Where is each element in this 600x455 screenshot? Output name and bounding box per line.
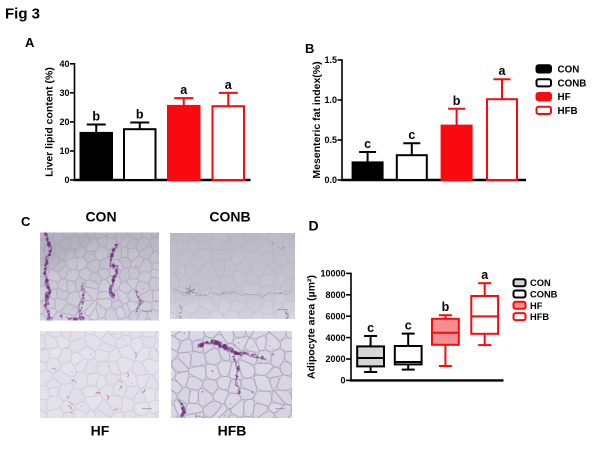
svg-text:CON: CON: [85, 209, 116, 225]
svg-text:10000: 10000: [320, 269, 345, 279]
svg-text:Mesenteric fat index(%): Mesenteric fat index(%): [311, 61, 323, 178]
svg-text:40: 40: [59, 59, 69, 69]
svg-text:8000: 8000: [325, 290, 345, 300]
svg-text:c: c: [408, 128, 415, 142]
svg-text:HFB: HFB: [530, 312, 549, 322]
svg-text:10: 10: [59, 146, 69, 156]
svg-text:b: b: [453, 94, 461, 108]
svg-text:Adipocyte area (µm²): Adipocyte area (µm²): [306, 275, 318, 379]
svg-text:0.5: 0.5: [324, 135, 337, 145]
svg-text:c: c: [405, 319, 412, 333]
svg-text:0: 0: [340, 376, 345, 386]
svg-text:CONB: CONB: [530, 290, 558, 300]
svg-text:D: D: [309, 218, 319, 234]
svg-text:HFB: HFB: [218, 423, 247, 439]
svg-text:HF: HF: [558, 92, 571, 103]
svg-text:4000: 4000: [325, 333, 345, 343]
svg-text:b: b: [442, 300, 450, 314]
svg-text:CON: CON: [530, 278, 551, 288]
svg-text:b: b: [136, 108, 144, 122]
svg-text:C: C: [21, 214, 31, 229]
svg-text:2000: 2000: [325, 354, 345, 364]
svg-text:6000: 6000: [325, 311, 345, 321]
svg-text:B: B: [305, 41, 314, 56]
svg-text:HFB: HFB: [558, 106, 578, 117]
svg-text:0: 0: [64, 175, 69, 185]
svg-text:0.0: 0.0: [324, 175, 337, 185]
svg-text:c: c: [364, 137, 371, 151]
svg-text:20: 20: [59, 117, 69, 127]
svg-text:30: 30: [59, 88, 69, 98]
svg-text:HF: HF: [530, 301, 543, 311]
svg-text:a: a: [225, 78, 233, 92]
svg-text:CONB: CONB: [558, 78, 587, 89]
svg-text:A: A: [25, 35, 35, 50]
svg-text:1.5: 1.5: [324, 55, 337, 65]
svg-text:Liver lipid content (%): Liver lipid content (%): [44, 67, 56, 177]
svg-text:CON: CON: [558, 65, 580, 76]
svg-text:CONB: CONB: [209, 209, 250, 225]
svg-text:a: a: [180, 83, 188, 97]
svg-text:HF: HF: [91, 423, 110, 439]
svg-text:b: b: [92, 110, 100, 124]
svg-text:Fig 3: Fig 3: [5, 6, 40, 23]
svg-text:a: a: [481, 268, 489, 282]
svg-text:c: c: [367, 321, 374, 335]
svg-text:1.0: 1.0: [324, 95, 337, 105]
svg-text:a: a: [499, 64, 507, 78]
